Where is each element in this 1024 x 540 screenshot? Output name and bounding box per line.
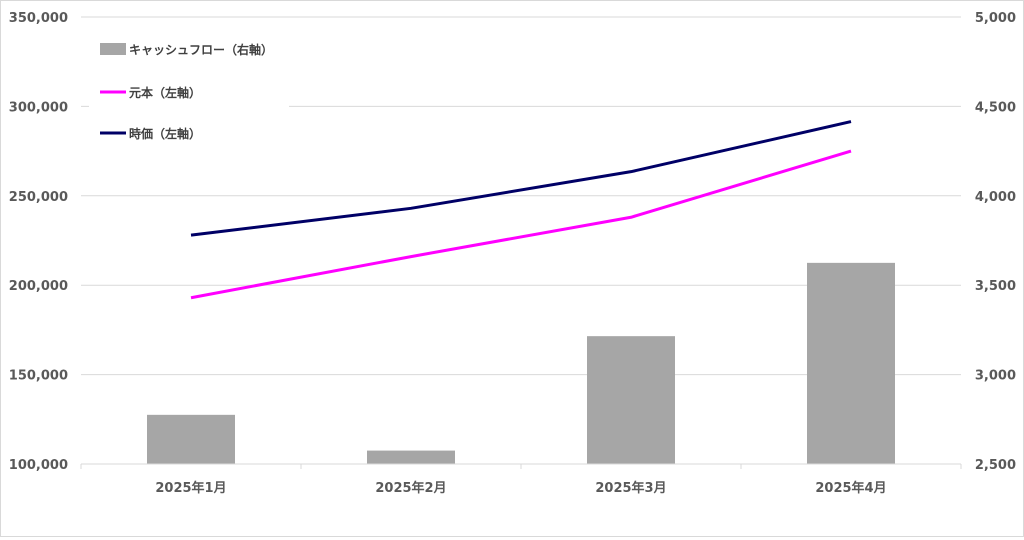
legend: キャッシュフロー（右軸） 元本（左軸） 時価（左軸） bbox=[89, 31, 289, 153]
legend-label: キャッシュフロー（右軸） bbox=[129, 42, 273, 57]
series-line bbox=[190, 149, 852, 300]
bar bbox=[147, 414, 235, 464]
y-right-tick-label: 4,000 bbox=[975, 190, 1016, 205]
line-series bbox=[190, 120, 852, 300]
axes: 100,000 2,500 150,000 3,000 200,000 3,500 250,… bbox=[9, 11, 1016, 496]
y-right-tick-label: 2,500 bbox=[975, 458, 1016, 473]
y-left-tick-label: 300,000 bbox=[9, 100, 68, 115]
bar bbox=[367, 450, 455, 464]
bar bbox=[587, 336, 675, 464]
y-right-tick-label: 3,500 bbox=[975, 279, 1016, 294]
legend-label: 時価（左軸） bbox=[129, 126, 201, 141]
y-left-tick-label: 250,000 bbox=[9, 190, 68, 205]
y-left-tick-label: 150,000 bbox=[9, 369, 68, 384]
y-left-tick-label: 100,000 bbox=[9, 458, 68, 473]
x-tick-label: 2025年2月 bbox=[375, 480, 446, 496]
x-tick-label: 2025年3月 bbox=[595, 480, 666, 496]
legend-swatch bbox=[100, 43, 126, 55]
y-left-tick-label: 200,000 bbox=[9, 279, 68, 294]
x-tick-label: 2025年1月 bbox=[155, 480, 226, 496]
x-tick-label: 2025年4月 bbox=[815, 480, 886, 496]
y-right-tick-label: 4,500 bbox=[975, 100, 1016, 115]
y-right-tick-label: 5,000 bbox=[975, 11, 1016, 26]
bar bbox=[807, 262, 895, 464]
bar-series bbox=[147, 262, 895, 464]
series-line bbox=[190, 120, 852, 237]
legend-label: 元本（左軸） bbox=[129, 85, 201, 100]
y-right-tick-label: 3,000 bbox=[975, 369, 1016, 384]
y-left-tick-label: 350,000 bbox=[9, 11, 68, 26]
